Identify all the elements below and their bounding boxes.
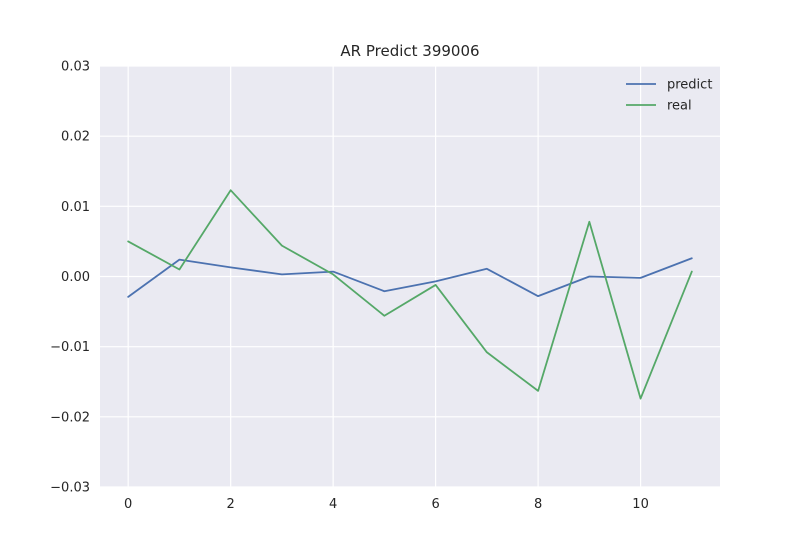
y-tick-label: −0.03 [50,481,90,496]
data-point-real [178,268,181,271]
x-tick-label: 8 [534,497,542,512]
data-point-real [690,270,693,273]
data-point-predict [588,275,591,278]
data-point-predict [537,295,540,298]
x-tick-label: 6 [431,497,439,512]
data-point-real [588,220,591,223]
data-point-real [280,244,283,247]
data-point-real [332,273,335,276]
x-tick-label: 2 [227,497,235,512]
data-point-predict [485,267,488,270]
data-point-predict [178,258,181,261]
data-point-real [434,283,437,286]
legend: predict real [626,78,712,114]
data-point-predict [280,273,283,276]
x-tick-label: 10 [632,497,649,512]
data-point-real [639,397,642,400]
y-tick-label: 0.02 [61,130,90,145]
y-tick-labels: −0.03 −0.02 −0.01 0.00 0.01 0.02 0.03 [50,60,90,496]
y-tick-label: −0.02 [50,410,90,425]
y-tick-label: 0.00 [61,270,90,285]
x-tick-label: 4 [329,497,337,512]
data-point-predict [690,257,693,260]
data-point-real [229,189,232,192]
data-point-predict [383,290,386,293]
data-point-predict [229,266,232,269]
data-point-real [383,314,386,317]
legend-label-predict: predict [667,78,712,93]
series-lines [127,189,693,400]
data-point-predict [434,280,437,283]
data-point-predict [127,295,130,298]
data-point-real [127,240,130,243]
data-point-real [485,351,488,354]
series-line-predict [127,257,693,298]
legend-label-real: real [667,99,692,114]
y-tick-label: −0.01 [50,340,90,355]
x-tick-labels: 0 2 4 6 8 10 [124,497,649,512]
y-tick-label: 0.03 [61,60,90,75]
data-point-real [537,389,540,392]
data-point-predict [332,270,335,273]
x-tick-label: 0 [124,497,132,512]
data-point-predict [639,276,642,279]
y-tick-label: 0.01 [61,200,90,215]
series-line-real [127,189,693,400]
chart-title: AR Predict 399006 [340,42,479,60]
